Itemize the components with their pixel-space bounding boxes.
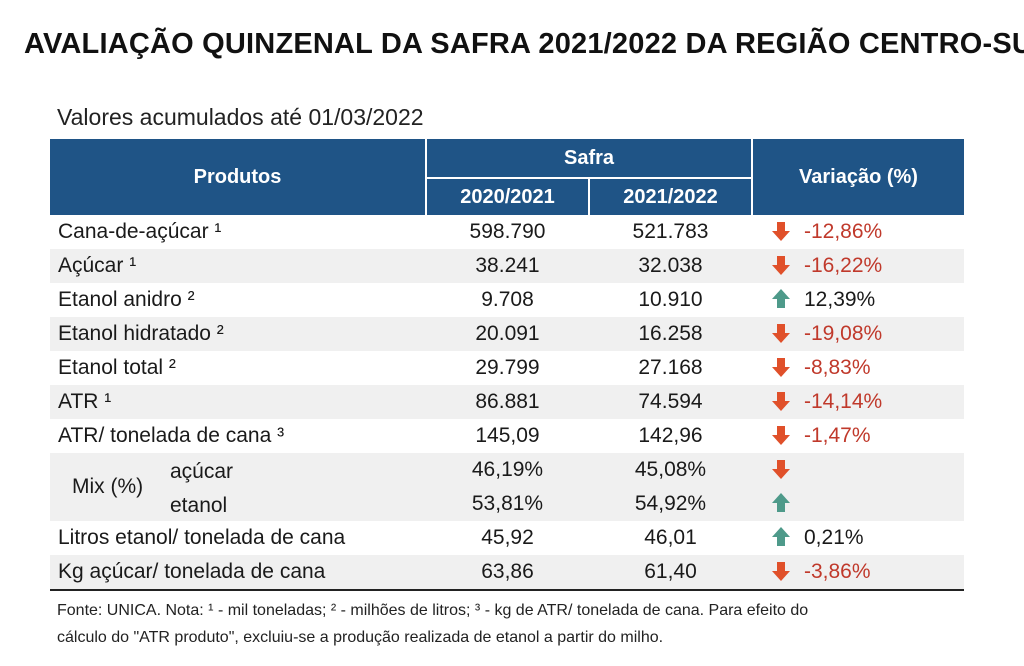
header-variacao: Variação (%) bbox=[752, 139, 964, 215]
value-2021-2022: 54,92% bbox=[589, 487, 752, 521]
value-2021-2022: 16.258 bbox=[589, 317, 752, 351]
page-title: AVALIAÇÃO QUINZENAL DA SAFRA 2021/2022 D… bbox=[24, 28, 1024, 60]
value-2020-2021: 46,19% bbox=[426, 453, 589, 487]
up-arrow-icon bbox=[770, 492, 792, 514]
header-safra: Safra bbox=[426, 139, 753, 179]
footnote-line: cálculo do "ATR produto", excluiu-se a p… bbox=[57, 629, 664, 646]
variation-cell: -1,47% bbox=[752, 419, 964, 453]
variation-value: -16,22% bbox=[804, 254, 883, 277]
harvest-table: Produtos Safra Variação (%) 2020/2021 20… bbox=[50, 139, 964, 591]
variation-value: -19,08% bbox=[804, 322, 883, 345]
variation-value: -1,47% bbox=[804, 424, 871, 447]
table-row: Açúcar ¹ 38.241 32.038 -16,22% bbox=[50, 249, 964, 283]
footnote: Fonte: UNICA. Nota: ¹ - mil toneladas; ²… bbox=[57, 597, 977, 651]
variation-cell: -16,22% bbox=[752, 249, 964, 283]
variation-cell: -19,08% bbox=[752, 317, 964, 351]
down-arrow-icon bbox=[770, 560, 792, 582]
up-arrow-icon bbox=[770, 526, 792, 548]
value-2020-2021: 9.708 bbox=[481, 288, 534, 311]
variation-cell: -3,86% bbox=[752, 555, 964, 591]
table-row: ATR/ tonelada de cana ³ 145,09 142,96 -1… bbox=[50, 419, 964, 453]
header-produtos: Produtos bbox=[50, 139, 427, 215]
value-2021-2022: 61,40 bbox=[589, 555, 752, 591]
variation-cell: 0,21% bbox=[752, 521, 964, 555]
variation-value: -12,86% bbox=[804, 220, 883, 243]
mix-label: Mix (%) bbox=[72, 475, 144, 498]
value-2021-2022: 521.783 bbox=[632, 220, 709, 243]
row-label: Etanol anidro ² bbox=[58, 288, 195, 311]
value-2020-2021: 29.799 bbox=[475, 356, 540, 379]
down-arrow-icon bbox=[770, 356, 792, 378]
variation-value: -14,14% bbox=[804, 390, 883, 413]
value-2021-2022: 46,01 bbox=[644, 526, 697, 549]
page-subtitle: Valores acumulados até 01/03/2022 bbox=[57, 104, 424, 130]
table-row: Etanol total ² 29.799 27.168 -8,83% bbox=[50, 351, 964, 385]
table-row: ATR ¹ 86.881 74.594 -14,14% bbox=[50, 385, 964, 419]
variation-cell: 12,39% bbox=[752, 283, 964, 317]
down-arrow-icon bbox=[770, 322, 792, 344]
mix-sub-label: etanol bbox=[170, 494, 228, 517]
value-2020-2021: 38.241 bbox=[426, 249, 589, 283]
variation-cell: -12,86% bbox=[752, 215, 964, 249]
row-label: Etanol hidratado ² bbox=[50, 317, 426, 351]
value-2021-2022: 142,96 bbox=[638, 424, 703, 447]
mix-sub-label: açúcar bbox=[170, 460, 234, 483]
value-2021-2022: 32.038 bbox=[589, 249, 752, 283]
table-row: Cana-de-açúcar ¹ 598.790 521.783 -12,86% bbox=[50, 215, 964, 249]
row-label: Kg açúcar/ tonelada de cana bbox=[50, 555, 426, 591]
row-label: Cana-de-açúcar ¹ bbox=[58, 220, 222, 243]
table-row: Etanol hidratado ² 20.091 16.258 -19,08% bbox=[50, 317, 964, 351]
row-label: Litros etanol/ tonelada de cana bbox=[58, 526, 346, 549]
row-label: ATR ¹ bbox=[50, 385, 426, 419]
down-arrow-icon bbox=[770, 424, 792, 446]
value-2020-2021: 86.881 bbox=[426, 385, 589, 419]
mix-label-cell: Mix (%) açúcar etanol bbox=[50, 453, 426, 521]
table-row: Etanol anidro ² 9.708 10.910 12,39% bbox=[50, 283, 964, 317]
value-2021-2022: 10.910 bbox=[638, 288, 703, 311]
table-row: Litros etanol/ tonelada de cana 45,92 46… bbox=[50, 521, 964, 555]
row-label: Açúcar ¹ bbox=[50, 249, 426, 283]
variation-value: 12,39% bbox=[804, 288, 876, 311]
value-2020-2021: 145,09 bbox=[475, 424, 540, 447]
down-arrow-icon bbox=[770, 390, 792, 412]
up-arrow-icon bbox=[770, 288, 792, 310]
row-label: ATR/ tonelada de cana ³ bbox=[58, 424, 285, 447]
value-2020-2021: 20.091 bbox=[426, 317, 589, 351]
value-2021-2022: 74.594 bbox=[589, 385, 752, 419]
variation-value: 0,21% bbox=[804, 526, 864, 549]
value-2020-2021: 598.790 bbox=[469, 220, 546, 243]
mix-row: 53,81% 54,92% bbox=[50, 487, 964, 521]
variation-cell: -14,14% bbox=[752, 385, 964, 419]
down-arrow-icon bbox=[770, 220, 792, 242]
variation-cell bbox=[752, 453, 964, 487]
variation-value: -8,83% bbox=[804, 356, 871, 379]
variation-cell: -8,83% bbox=[752, 351, 964, 385]
variation-value: -3,86% bbox=[804, 560, 871, 583]
row-label: Etanol total ² bbox=[58, 356, 176, 379]
value-2021-2022: 45,08% bbox=[589, 453, 752, 487]
value-2020-2021: 45,92 bbox=[481, 526, 534, 549]
mix-row: Mix (%) açúcar etanol 46,19% 45,08% bbox=[50, 453, 964, 521]
down-arrow-icon bbox=[770, 254, 792, 276]
table-row: Kg açúcar/ tonelada de cana 63,86 61,40 … bbox=[50, 555, 964, 591]
variation-cell bbox=[752, 487, 964, 521]
header-year-2021-2022: 2021/2022 bbox=[589, 178, 753, 215]
value-2020-2021: 53,81% bbox=[426, 487, 589, 521]
header-year-2020-2021: 2020/2021 bbox=[426, 178, 590, 215]
value-2020-2021: 63,86 bbox=[426, 555, 589, 591]
value-2021-2022: 27.168 bbox=[638, 356, 703, 379]
down-arrow-icon bbox=[770, 458, 792, 480]
footnote-line: Fonte: UNICA. Nota: ¹ - mil toneladas; ²… bbox=[57, 602, 809, 619]
